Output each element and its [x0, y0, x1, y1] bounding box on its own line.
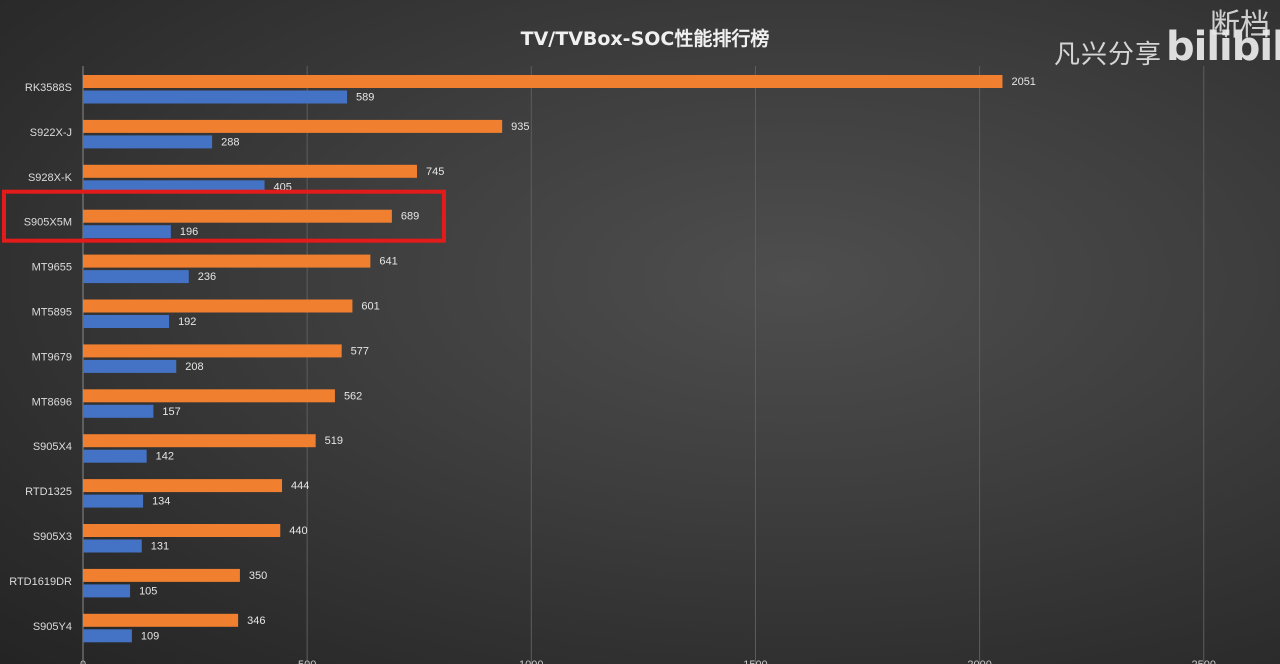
data-label: 935 [511, 121, 529, 133]
data-label: 562 [344, 390, 362, 402]
bar [83, 479, 283, 493]
data-label: 601 [361, 301, 379, 313]
bar [83, 90, 348, 104]
category-label: S905X3 [33, 531, 72, 543]
bar [83, 344, 342, 358]
bar [83, 225, 171, 239]
data-label: 577 [351, 345, 369, 357]
bar [83, 584, 131, 598]
data-label: 589 [356, 92, 374, 104]
data-label: 519 [325, 435, 343, 447]
data-label: 2051 [1011, 76, 1035, 88]
watermark-corner: 断档 [1210, 8, 1270, 43]
chart-title: TV/TVBox-SOC性能排行榜 [520, 28, 770, 50]
data-label: 131 [151, 541, 169, 553]
bar [83, 135, 213, 149]
x-tick-label: 1500 [743, 659, 767, 664]
category-label: RTD1325 [25, 486, 72, 498]
bar [83, 119, 503, 133]
bar [83, 315, 170, 328]
bar [83, 164, 417, 178]
data-label: 109 [141, 630, 159, 642]
bar [83, 524, 281, 537]
bar [83, 613, 239, 627]
data-label: 192 [178, 316, 196, 328]
data-label: 346 [247, 615, 265, 627]
category-label: RK3588S [25, 82, 72, 94]
data-label: 157 [162, 406, 180, 418]
highlight-box [2, 189, 446, 243]
bar [83, 539, 142, 553]
category-label: MT9679 [32, 351, 72, 363]
x-tick-label: 1000 [519, 659, 543, 664]
data-label: 440 [289, 525, 307, 537]
category-label: RTD1619DR [9, 576, 72, 588]
data-label: 350 [249, 570, 267, 582]
data-label: 444 [291, 480, 309, 492]
category-label: S905X5M [24, 217, 72, 229]
category-label: S905Y4 [33, 621, 72, 633]
data-label: 105 [139, 585, 157, 597]
bar [83, 209, 392, 223]
data-label: 745 [426, 166, 444, 178]
bar [83, 299, 353, 313]
bar [83, 494, 144, 508]
bar [83, 568, 240, 582]
data-label: 641 [379, 256, 397, 268]
data-label: 288 [221, 136, 239, 148]
bar [83, 254, 371, 268]
data-label: 208 [185, 361, 203, 373]
category-label: S905X4 [33, 441, 72, 453]
bar [83, 629, 132, 643]
x-tick-label: 2000 [967, 659, 991, 664]
bar [83, 389, 335, 403]
x-tick-label: 500 [298, 659, 316, 664]
x-tick-label: 2500 [1192, 659, 1216, 664]
data-label: 689 [401, 211, 419, 223]
category-label: MT5895 [32, 307, 72, 319]
category-label: S928X-K [28, 172, 73, 184]
bar [83, 75, 1003, 88]
watermark-brand: 凡兴分享 [1054, 40, 1163, 70]
category-label: MT9655 [32, 262, 72, 274]
bar [83, 359, 177, 373]
bar [83, 449, 147, 463]
bar [83, 270, 189, 284]
bilibili-logo: bilibili [1166, 24, 1280, 70]
data-label: 236 [198, 271, 216, 283]
category-label: MT8696 [32, 396, 72, 408]
data-label: 134 [152, 496, 170, 508]
bar [83, 434, 316, 448]
data-label: 196 [180, 226, 198, 238]
bar [83, 404, 154, 418]
category-label: S922X-J [30, 127, 72, 139]
data-label: 142 [156, 451, 174, 463]
